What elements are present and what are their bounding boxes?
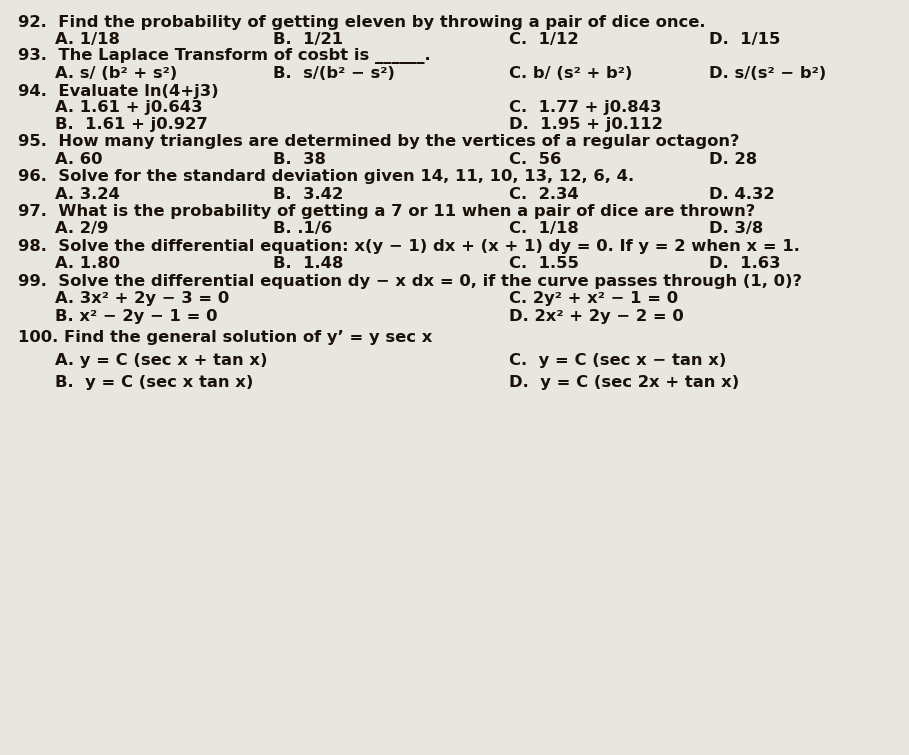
Text: 96.  Solve for the standard deviation given 14, 11, 10, 13, 12, 6, 4.: 96. Solve for the standard deviation giv… — [18, 169, 634, 184]
Text: A. 2/9: A. 2/9 — [55, 221, 108, 236]
Text: 95.  How many triangles are determined by the vertices of a regular octagon?: 95. How many triangles are determined by… — [18, 134, 740, 149]
Text: A. 1.80: A. 1.80 — [55, 256, 120, 271]
Text: 99.  Solve the differential equation dy − x dx = 0, if the curve passes through : 99. Solve the differential equation dy −… — [18, 274, 802, 289]
Text: B.  1.61 + j0.927: B. 1.61 + j0.927 — [55, 117, 207, 132]
Text: C.  1.55: C. 1.55 — [509, 256, 579, 271]
Text: 100. Find the general solution of y’ = y sec x: 100. Find the general solution of y’ = y… — [18, 330, 433, 345]
Text: D. 28: D. 28 — [709, 152, 757, 167]
Text: D.  y = C (sec 2x + tan x): D. y = C (sec 2x + tan x) — [509, 375, 739, 390]
Text: 94.  Evaluate ln(4+j3): 94. Evaluate ln(4+j3) — [18, 84, 219, 99]
Text: A. 1.61 + j0.643: A. 1.61 + j0.643 — [55, 100, 202, 116]
Text: D.  1/15: D. 1/15 — [709, 32, 781, 47]
Text: D. s/(s² − b²): D. s/(s² − b²) — [709, 66, 826, 82]
Text: C.  1/12: C. 1/12 — [509, 32, 579, 47]
Text: C. 2y² + x² − 1 = 0: C. 2y² + x² − 1 = 0 — [509, 291, 678, 307]
Text: B. x² − 2y − 1 = 0: B. x² − 2y − 1 = 0 — [55, 309, 217, 324]
Text: 97.  What is the probability of getting a 7 or 11 when a pair of dice are thrown: 97. What is the probability of getting a… — [18, 204, 755, 219]
Text: B. .1/6: B. .1/6 — [273, 221, 332, 236]
Text: A. 60: A. 60 — [55, 152, 102, 167]
Text: B.  1/21: B. 1/21 — [273, 32, 343, 47]
Text: A. y = C (sec x + tan x): A. y = C (sec x + tan x) — [55, 353, 267, 368]
Text: B.  y = C (sec x tan x): B. y = C (sec x tan x) — [55, 375, 253, 390]
Text: 98.  Solve the differential equation: x(y − 1) dx + (x + 1) dy = 0. If y = 2 whe: 98. Solve the differential equation: x(y… — [18, 239, 800, 254]
Text: C. b/ (s² + b²): C. b/ (s² + b²) — [509, 66, 633, 82]
Text: C.  1/18: C. 1/18 — [509, 221, 579, 236]
Text: B.  38: B. 38 — [273, 152, 325, 167]
Text: A. 3.24: A. 3.24 — [55, 186, 119, 202]
Text: D. 3/8: D. 3/8 — [709, 221, 764, 236]
Text: 93.  The Laplace Transform of cosbt is ______.: 93. The Laplace Transform of cosbt is __… — [18, 48, 431, 64]
Text: D.  1.95 + j0.112: D. 1.95 + j0.112 — [509, 117, 663, 132]
Text: C.  1.77 + j0.843: C. 1.77 + j0.843 — [509, 100, 662, 116]
Text: D. 4.32: D. 4.32 — [709, 186, 774, 202]
Text: B.  s/(b² − s²): B. s/(b² − s²) — [273, 66, 395, 82]
Text: A. 1/18: A. 1/18 — [55, 32, 119, 47]
Text: A. 3x² + 2y − 3 = 0: A. 3x² + 2y − 3 = 0 — [55, 291, 229, 307]
Text: D. 2x² + 2y − 2 = 0: D. 2x² + 2y − 2 = 0 — [509, 309, 684, 324]
Text: D.  1.63: D. 1.63 — [709, 256, 781, 271]
Text: 92.  Find the probability of getting eleven by throwing a pair of dice once.: 92. Find the probability of getting elev… — [18, 15, 705, 30]
Text: B.  1.48: B. 1.48 — [273, 256, 343, 271]
Text: C.  2.34: C. 2.34 — [509, 186, 579, 202]
Text: C.  56: C. 56 — [509, 152, 562, 167]
Text: A. s/ (b² + s²): A. s/ (b² + s²) — [55, 66, 176, 82]
Text: C.  y = C (sec x − tan x): C. y = C (sec x − tan x) — [509, 353, 726, 368]
Text: B.  3.42: B. 3.42 — [273, 186, 343, 202]
